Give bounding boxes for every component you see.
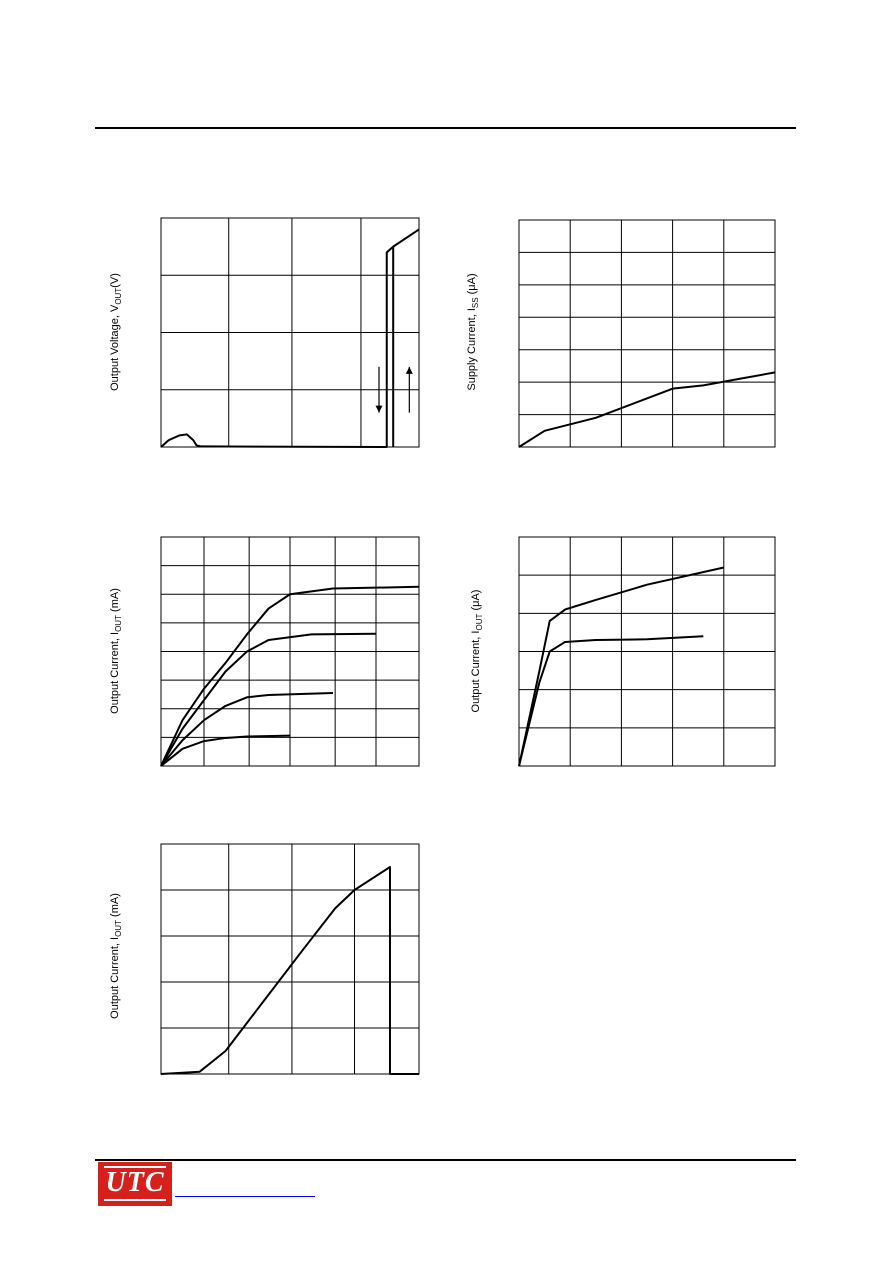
series-line-3 xyxy=(160,692,334,767)
arrow-down-head xyxy=(375,405,383,413)
series-line-1 xyxy=(160,585,420,767)
header-rule xyxy=(95,127,796,129)
plot-frame xyxy=(160,536,420,767)
logo-text: UTC xyxy=(105,1167,165,1198)
logo-bar-bottom xyxy=(104,1199,166,1201)
plot-frame xyxy=(160,843,420,1075)
chart-3-output-current xyxy=(160,536,420,767)
chart-4-output-current xyxy=(518,536,776,767)
chart-1-output-voltage xyxy=(160,217,420,448)
arrow-up-head xyxy=(405,366,413,374)
logo-bar-top xyxy=(104,1166,166,1168)
plot-frame xyxy=(518,219,776,448)
plot-frame xyxy=(518,536,776,767)
series-line-2 xyxy=(160,632,377,767)
website-link-underline[interactable] xyxy=(175,1196,315,1197)
series-line-2 xyxy=(518,635,704,767)
series-line-1 xyxy=(518,371,776,448)
utc-logo: UTC xyxy=(98,1162,172,1206)
footer-rule xyxy=(95,1159,796,1161)
series-line-4 xyxy=(160,734,291,767)
chart-2-supply-current xyxy=(518,219,776,448)
series-line-1 xyxy=(518,566,725,767)
chart-5-output-current xyxy=(160,843,420,1075)
series-line-2 xyxy=(392,228,420,248)
series-line-1 xyxy=(160,245,395,448)
series-line-1 xyxy=(160,866,419,1075)
